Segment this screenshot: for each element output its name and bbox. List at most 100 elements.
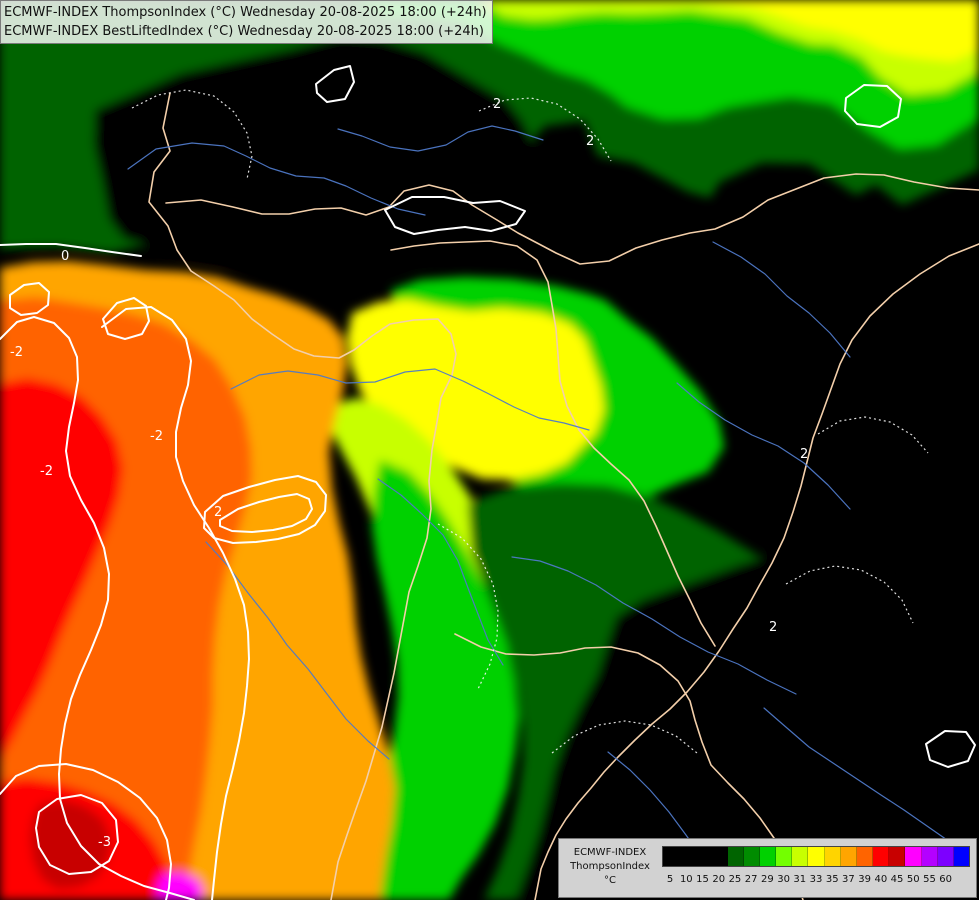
country-border-north [165,173,979,265]
contour-west-main [0,316,195,900]
field-black-south-east [515,526,979,900]
legend-tick-label: 39 [858,874,871,885]
contour-label-pos2-north: 2 [493,97,501,112]
legend-ticks: 5 10 15 20 25 27 29 30 31 33 35 37 39 40 45 50 55 60 [662,874,970,888]
country-border-south [454,633,804,900]
legend-source: ECMWF-INDEX [573,847,647,858]
contour-label-pos2-lower: 2 [214,505,222,520]
contour-north-shape-b [384,196,526,235]
legend-swatch-13 [873,847,890,866]
contour-center-lobe-inner [219,493,313,533]
legend-swatch-6 [759,847,777,866]
dotted-contour-south [551,720,698,754]
legend-swatch-12 [856,847,874,866]
contour-north-shape-a [315,65,355,103]
dotted-contours-layer [131,89,929,754]
field-black-east-pocket [756,242,849,327]
legend-swatch-2 [695,847,712,866]
legend-tick-label: 35 [825,874,839,885]
legend-swatch-18 [953,847,969,866]
legend-swatch-14 [889,847,906,866]
contour-center-north-loop [102,297,150,340]
contour-label-pos2-east: 2 [800,447,808,462]
legend-tick-label: 50 [906,874,920,885]
legend-tick-label: 27 [744,874,758,885]
contour-label-pos2-center: 2 [586,134,594,149]
field-black-north [94,36,543,273]
title-line-thompson-index: ECMWF-INDEX ThompsonIndex (°C) Wednesday… [4,5,487,20]
field-red-core-west [0,378,123,760]
legend-name: ThompsonIndex [570,861,650,872]
dotted-contour-south-east [785,565,914,624]
legend-tick-label: 25 [728,874,742,885]
legend-swatch-16 [921,847,938,866]
contour-label-neg3: -3 [98,835,111,850]
contour-northeast-loop [844,84,902,128]
borders-layer [148,92,979,900]
legend-swatch-17 [937,847,954,866]
contour-northwest-loop [9,282,50,316]
river-south-a [205,541,390,760]
legend-swatches [662,846,970,867]
contour-label-neg2-south: -2 [40,464,53,479]
legend-tick-label: 30 [777,874,790,885]
legend-tick-label: 40 [874,874,888,885]
river-center-b [377,478,504,666]
contour-southeast-loop [925,730,976,768]
legend-tick-label: 29 [760,874,774,885]
rivers-layer [127,125,951,884]
legend-swatch-11 [840,847,857,866]
dotted-contour-east [817,416,929,454]
legend-swatch-1 [679,847,696,866]
map-title-box: ECMWF-INDEX ThompsonIndex (°C) Wednesday… [0,0,493,44]
legend-swatch-3 [711,847,728,866]
legend-tick-label: 60 [939,874,953,885]
contour-label-pos2-southeast: 2 [769,620,777,635]
field-dark-red-south-west [30,800,111,889]
legend-tick-label: 15 [696,874,709,885]
legend-tick-label: 5 [666,874,674,885]
country-border-east [534,243,979,900]
contour-southwest-inner [35,794,119,875]
contour-labels-layer: 0 -2 -2 -2 -3 2 2 2 2 2 [10,97,808,850]
contour-west-secondary [101,306,250,900]
dotted-contour-north [131,89,253,180]
contour-label-zero: 0 [61,249,69,264]
legend-box: ECMWF-INDEX ThompsonIndex °C 5 10 15 20 25 27… [558,838,977,898]
legend-tick-label: 31 [793,874,807,885]
river-east-a [712,241,851,358]
dotted-contour-north-east [478,97,612,162]
legend-swatch-8 [792,847,809,866]
legend-tick-label: 55 [923,874,936,885]
legend-tick-label: 10 [679,874,693,885]
field-yellow-north [532,0,979,62]
river-east-b [676,382,851,510]
country-border-west [148,92,457,900]
field-black-east-small [795,348,851,388]
legend-swatch-15 [905,847,922,866]
contour-label-neg2-center: -2 [150,429,163,444]
legend-tick-label: 37 [842,874,855,885]
contour-southwest-big [0,763,172,900]
river-southeast-a [763,707,951,843]
title-line-best-lifted-index: ECMWF-INDEX BestLiftedIndex (°C) Wednesd… [4,24,484,39]
country-border-center [390,240,716,647]
legend-scale: 5 10 15 20 25 27 29 30 31 33 35 37 39 40 45 50 55 60 [662,846,970,889]
contours-layer [0,65,976,900]
dotted-contour-center [437,523,499,690]
legend-tick-label: 45 [890,874,904,885]
legend-swatch-4 [727,847,744,866]
river-north-b [337,125,544,152]
contour-label-neg2-west: -2 [10,345,23,360]
river-south-b [511,556,797,695]
legend-swatch-7 [776,847,793,866]
river-north-a [127,142,426,216]
contour-center-lobe [203,475,327,544]
contour-zero-north [0,243,142,257]
river-center-a [230,368,590,431]
legend-tick-label: 33 [809,874,823,885]
legend-unit: °C [604,875,616,886]
